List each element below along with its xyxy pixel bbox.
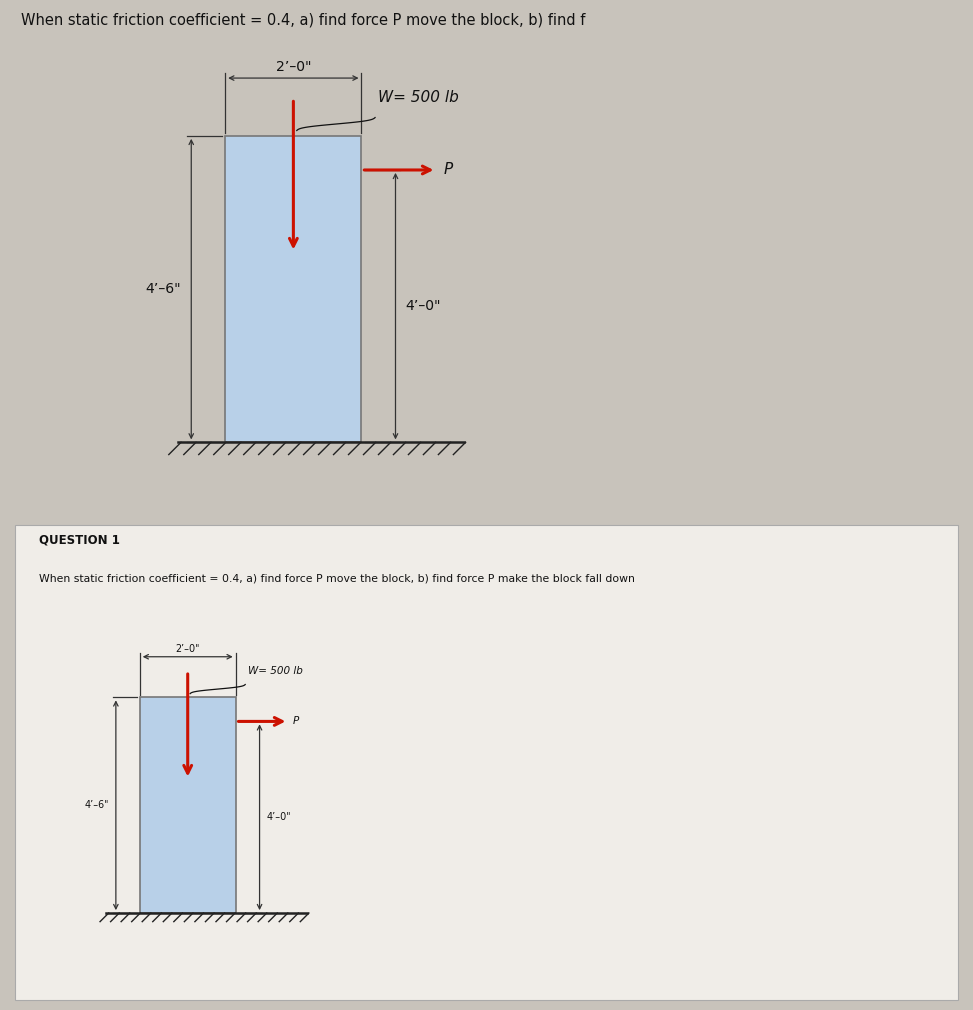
Text: When static friction coefficient = 0.4, a) find force P move the block, b) find : When static friction coefficient = 0.4, … [21, 12, 586, 27]
Text: QUESTION 1: QUESTION 1 [39, 533, 120, 546]
Text: P: P [293, 716, 300, 726]
Text: When static friction coefficient = 0.4, a) find force P move the block, b) find : When static friction coefficient = 0.4, … [39, 574, 634, 584]
Text: W= 500 lb: W= 500 lb [378, 90, 459, 105]
Text: 2’–0": 2’–0" [275, 60, 311, 74]
FancyBboxPatch shape [15, 525, 958, 1000]
Text: 4’–0": 4’–0" [406, 299, 441, 313]
Bar [226, 136, 361, 442]
Text: 4’–6": 4’–6" [85, 800, 109, 810]
Text: W= 500 lb: W= 500 lb [247, 666, 303, 676]
Text: 4’–6": 4’–6" [145, 282, 181, 296]
Text: 4’–0": 4’–0" [267, 812, 291, 822]
Bar [140, 698, 235, 913]
Text: 2’–0": 2’–0" [175, 643, 199, 653]
Text: P: P [443, 163, 452, 178]
